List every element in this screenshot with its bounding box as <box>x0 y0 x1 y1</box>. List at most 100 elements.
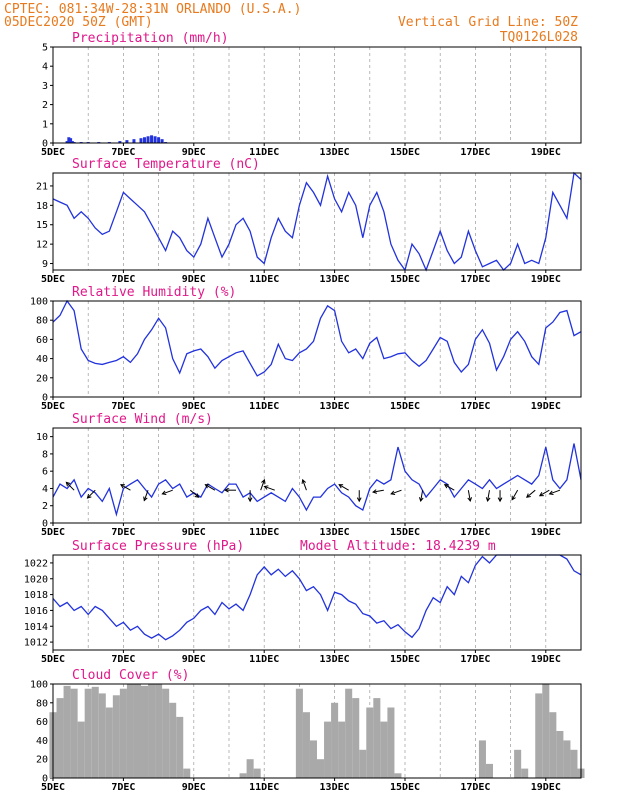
x-tick-label: 5DEC <box>41 527 65 538</box>
y-tick-label: 0 <box>42 139 48 150</box>
x-tick-label: 17DEC <box>460 401 490 412</box>
y-tick-label: 80 <box>36 698 48 709</box>
x-tick-label: 7DEC <box>111 274 135 285</box>
wind-arrow <box>86 489 96 499</box>
cloud-bar <box>84 688 92 778</box>
x-tick-label: 19DEC <box>531 654 561 665</box>
wind-arrow <box>511 489 519 501</box>
cloud-bar <box>535 693 543 778</box>
cloud-bar <box>380 721 388 778</box>
y-tick-label: 1022 <box>24 558 48 569</box>
x-tick-label: 11DEC <box>249 782 279 793</box>
precip-bar <box>125 140 129 143</box>
y-tick-label: 5 <box>42 43 48 54</box>
wind-arrow <box>65 481 75 491</box>
cloud-bar <box>126 684 134 778</box>
panel-title: Surface Wind (m/s) <box>72 412 213 427</box>
wind-arrow <box>485 490 491 503</box>
y-tick-label: 12 <box>36 240 48 251</box>
wind-arrow <box>548 489 561 496</box>
precip-bar <box>118 141 122 143</box>
cloud-bar <box>141 685 149 778</box>
x-tick-label: 15DEC <box>390 654 420 665</box>
cloud-bar <box>556 731 564 778</box>
panel-2: 9 12 15 18 21 5DEC 7DEC 9DEC 11DEC 13DEC 15DEC 17DE… <box>36 157 582 285</box>
cloud-bar <box>359 749 367 778</box>
x-tick-label: 13DEC <box>320 654 350 665</box>
wind-arrow <box>443 484 455 491</box>
x-tick-label: 11DEC <box>249 527 279 538</box>
cloud-bar <box>302 712 310 778</box>
x-tick-label: 17DEC <box>460 527 490 538</box>
series-line <box>52 554 582 641</box>
x-tick-label: 11DEC <box>249 401 279 412</box>
wind-arrow <box>143 490 149 502</box>
wind-arrow <box>223 487 237 493</box>
x-tick-label: 7DEC <box>111 401 135 412</box>
precip-bar <box>143 137 147 143</box>
cloud-bar <box>563 740 571 778</box>
cloud-bar <box>239 773 247 778</box>
wind-arrow <box>120 484 131 491</box>
x-tick-label: 19DEC <box>531 401 561 412</box>
x-tick-label: 9DEC <box>182 654 206 665</box>
wind-arrow <box>467 490 473 503</box>
precip-bar <box>146 136 150 143</box>
wind-arrow <box>247 490 253 503</box>
y-tick-label: 10 <box>36 432 48 443</box>
x-tick-label: 13DEC <box>320 782 350 793</box>
x-tick-label: 17DEC <box>460 782 490 793</box>
panel-title: Cloud Cover (%) <box>72 668 189 683</box>
panel-5: 1012 1014 1016 1018 1020 1022 5DEC 7DEC 9DEC 11DE… <box>24 539 582 665</box>
panel-title: Precipitation (mm/h) <box>72 31 229 46</box>
header-grid-line: Vertical Grid Line: 50Z <box>398 15 578 30</box>
y-tick-label: 1018 <box>24 590 48 601</box>
cloud-bar <box>309 740 317 778</box>
y-tick-label: 60 <box>36 335 48 346</box>
precip-bar <box>150 135 154 143</box>
x-tick-label: 5DEC <box>41 274 65 285</box>
cloud-bar <box>246 759 254 778</box>
x-tick-label: 17DEC <box>460 274 490 285</box>
cloud-bar <box>133 684 141 778</box>
plot-frame <box>52 554 582 651</box>
x-tick-label: 15DEC <box>390 527 420 538</box>
y-tick-label: 9 <box>42 259 48 270</box>
precip-bar <box>65 141 69 143</box>
cloud-bar <box>98 693 106 778</box>
wind-arrow <box>418 490 424 503</box>
y-tick-label: 15 <box>36 220 48 231</box>
x-tick-label: 5DEC <box>41 782 65 793</box>
x-tick-label: 7DEC <box>111 654 135 665</box>
cloud-bar <box>56 698 64 778</box>
cloud-bar <box>387 707 395 778</box>
header-location: CPTEC: 081:34W-28:31N ORLANDO (U.S.A.) <box>4 2 301 17</box>
y-tick-label: 6 <box>42 467 48 478</box>
wind-arrow <box>301 478 307 491</box>
y-tick-label: 0 <box>42 519 48 530</box>
cloud-bar <box>352 698 360 778</box>
y-tick-label: 60 <box>36 717 48 728</box>
x-tick-label: 7DEC <box>111 147 135 158</box>
x-tick-label: 15DEC <box>390 147 420 158</box>
wind-arrow <box>497 490 503 503</box>
cloud-bar <box>176 716 184 778</box>
x-tick-label: 19DEC <box>531 782 561 793</box>
x-tick-label: 19DEC <box>531 147 561 158</box>
wind-arrow <box>189 489 200 498</box>
wind-arrow <box>338 484 349 491</box>
x-tick-label: 13DEC <box>320 274 350 285</box>
y-tick-label: 1020 <box>24 574 48 585</box>
x-tick-label: 13DEC <box>320 527 350 538</box>
header-date: 05DEC2020 50Z (GMT) <box>4 15 153 30</box>
x-tick-label: 11DEC <box>249 274 279 285</box>
panel-4: 0 2 4 6 8 10 5DEC 7DEC 9DEC 11DEC 13DEC 15DEC 17DEC 1… <box>36 412 582 538</box>
x-tick-label: 5DEC <box>41 654 65 665</box>
x-tick-label: 17DEC <box>460 654 490 665</box>
panel-6: 0 20 40 60 80 100 5DEC 7DEC 9DEC 11DEC 13DEC 15DEC 1… <box>30 668 585 793</box>
cloud-bar <box>521 768 529 778</box>
x-tick-label: 15DEC <box>390 782 420 793</box>
x-tick-label: 19DEC <box>531 527 561 538</box>
x-tick-label: 9DEC <box>182 782 206 793</box>
x-tick-label: 11DEC <box>249 147 279 158</box>
